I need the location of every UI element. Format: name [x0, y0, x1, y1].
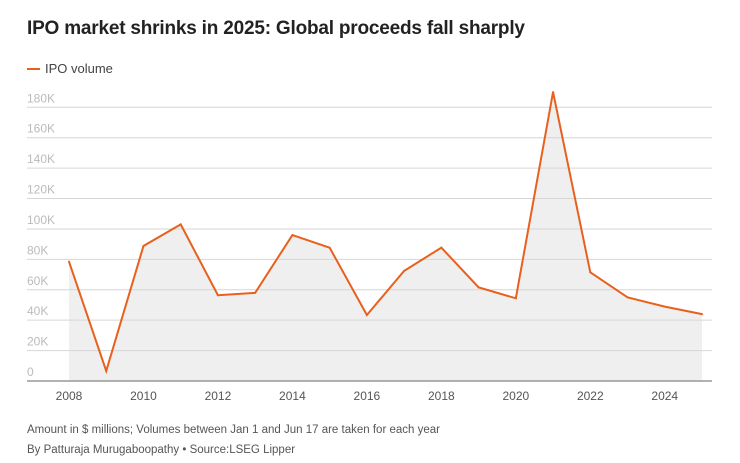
data-point — [291, 234, 294, 237]
legend-swatch — [27, 67, 40, 70]
y-tick-label: 0 — [27, 365, 34, 379]
x-tick-label: 2014 — [279, 389, 306, 403]
data-point — [477, 286, 480, 289]
series-line — [68, 91, 703, 375]
x-tick-label: 2020 — [502, 389, 529, 403]
data-point — [403, 269, 406, 272]
x-tick-label: 2016 — [354, 389, 381, 403]
data-point — [105, 369, 108, 372]
y-tick-label: 140K — [27, 152, 55, 166]
data-point — [365, 314, 368, 317]
x-tick-label: 2008 — [56, 389, 83, 403]
data-point — [440, 246, 443, 249]
y-tick-label: 80K — [27, 243, 48, 257]
x-tick-label: 2024 — [651, 389, 678, 403]
data-point — [663, 305, 666, 308]
legend: IPO volume — [27, 61, 113, 76]
legend-label: IPO volume — [45, 61, 113, 76]
y-tick-label: 100K — [27, 213, 55, 227]
footnote: Amount in $ millions; Volumes between Ja… — [27, 424, 440, 436]
x-tick-label: 2018 — [428, 389, 455, 403]
data-point — [179, 223, 182, 226]
data-point — [68, 260, 70, 263]
y-tick-label: 40K — [27, 304, 48, 318]
data-point — [626, 296, 629, 299]
data-point — [254, 291, 257, 294]
x-tick-label: 2010 — [130, 389, 157, 403]
data-point — [142, 244, 145, 247]
y-tick-label: 120K — [27, 183, 55, 197]
data-point — [589, 271, 592, 274]
x-tick-label: 2022 — [577, 389, 604, 403]
chart-title: IPO market shrinks in 2025: Global proce… — [27, 18, 525, 39]
data-point — [701, 313, 703, 316]
data-point — [328, 246, 331, 249]
y-tick-label: 180K — [27, 91, 55, 105]
y-tick-label: 20K — [27, 335, 48, 349]
data-point — [514, 297, 517, 300]
x-tick-label: 2012 — [205, 389, 232, 403]
area-fill — [69, 92, 702, 381]
data-point — [552, 91, 555, 94]
byline: By Patturaja Murugaboopathy • Source:LSE… — [27, 444, 296, 456]
data-point — [216, 294, 219, 297]
y-tick-label: 160K — [27, 122, 55, 136]
y-tick-label: 60K — [27, 274, 48, 288]
